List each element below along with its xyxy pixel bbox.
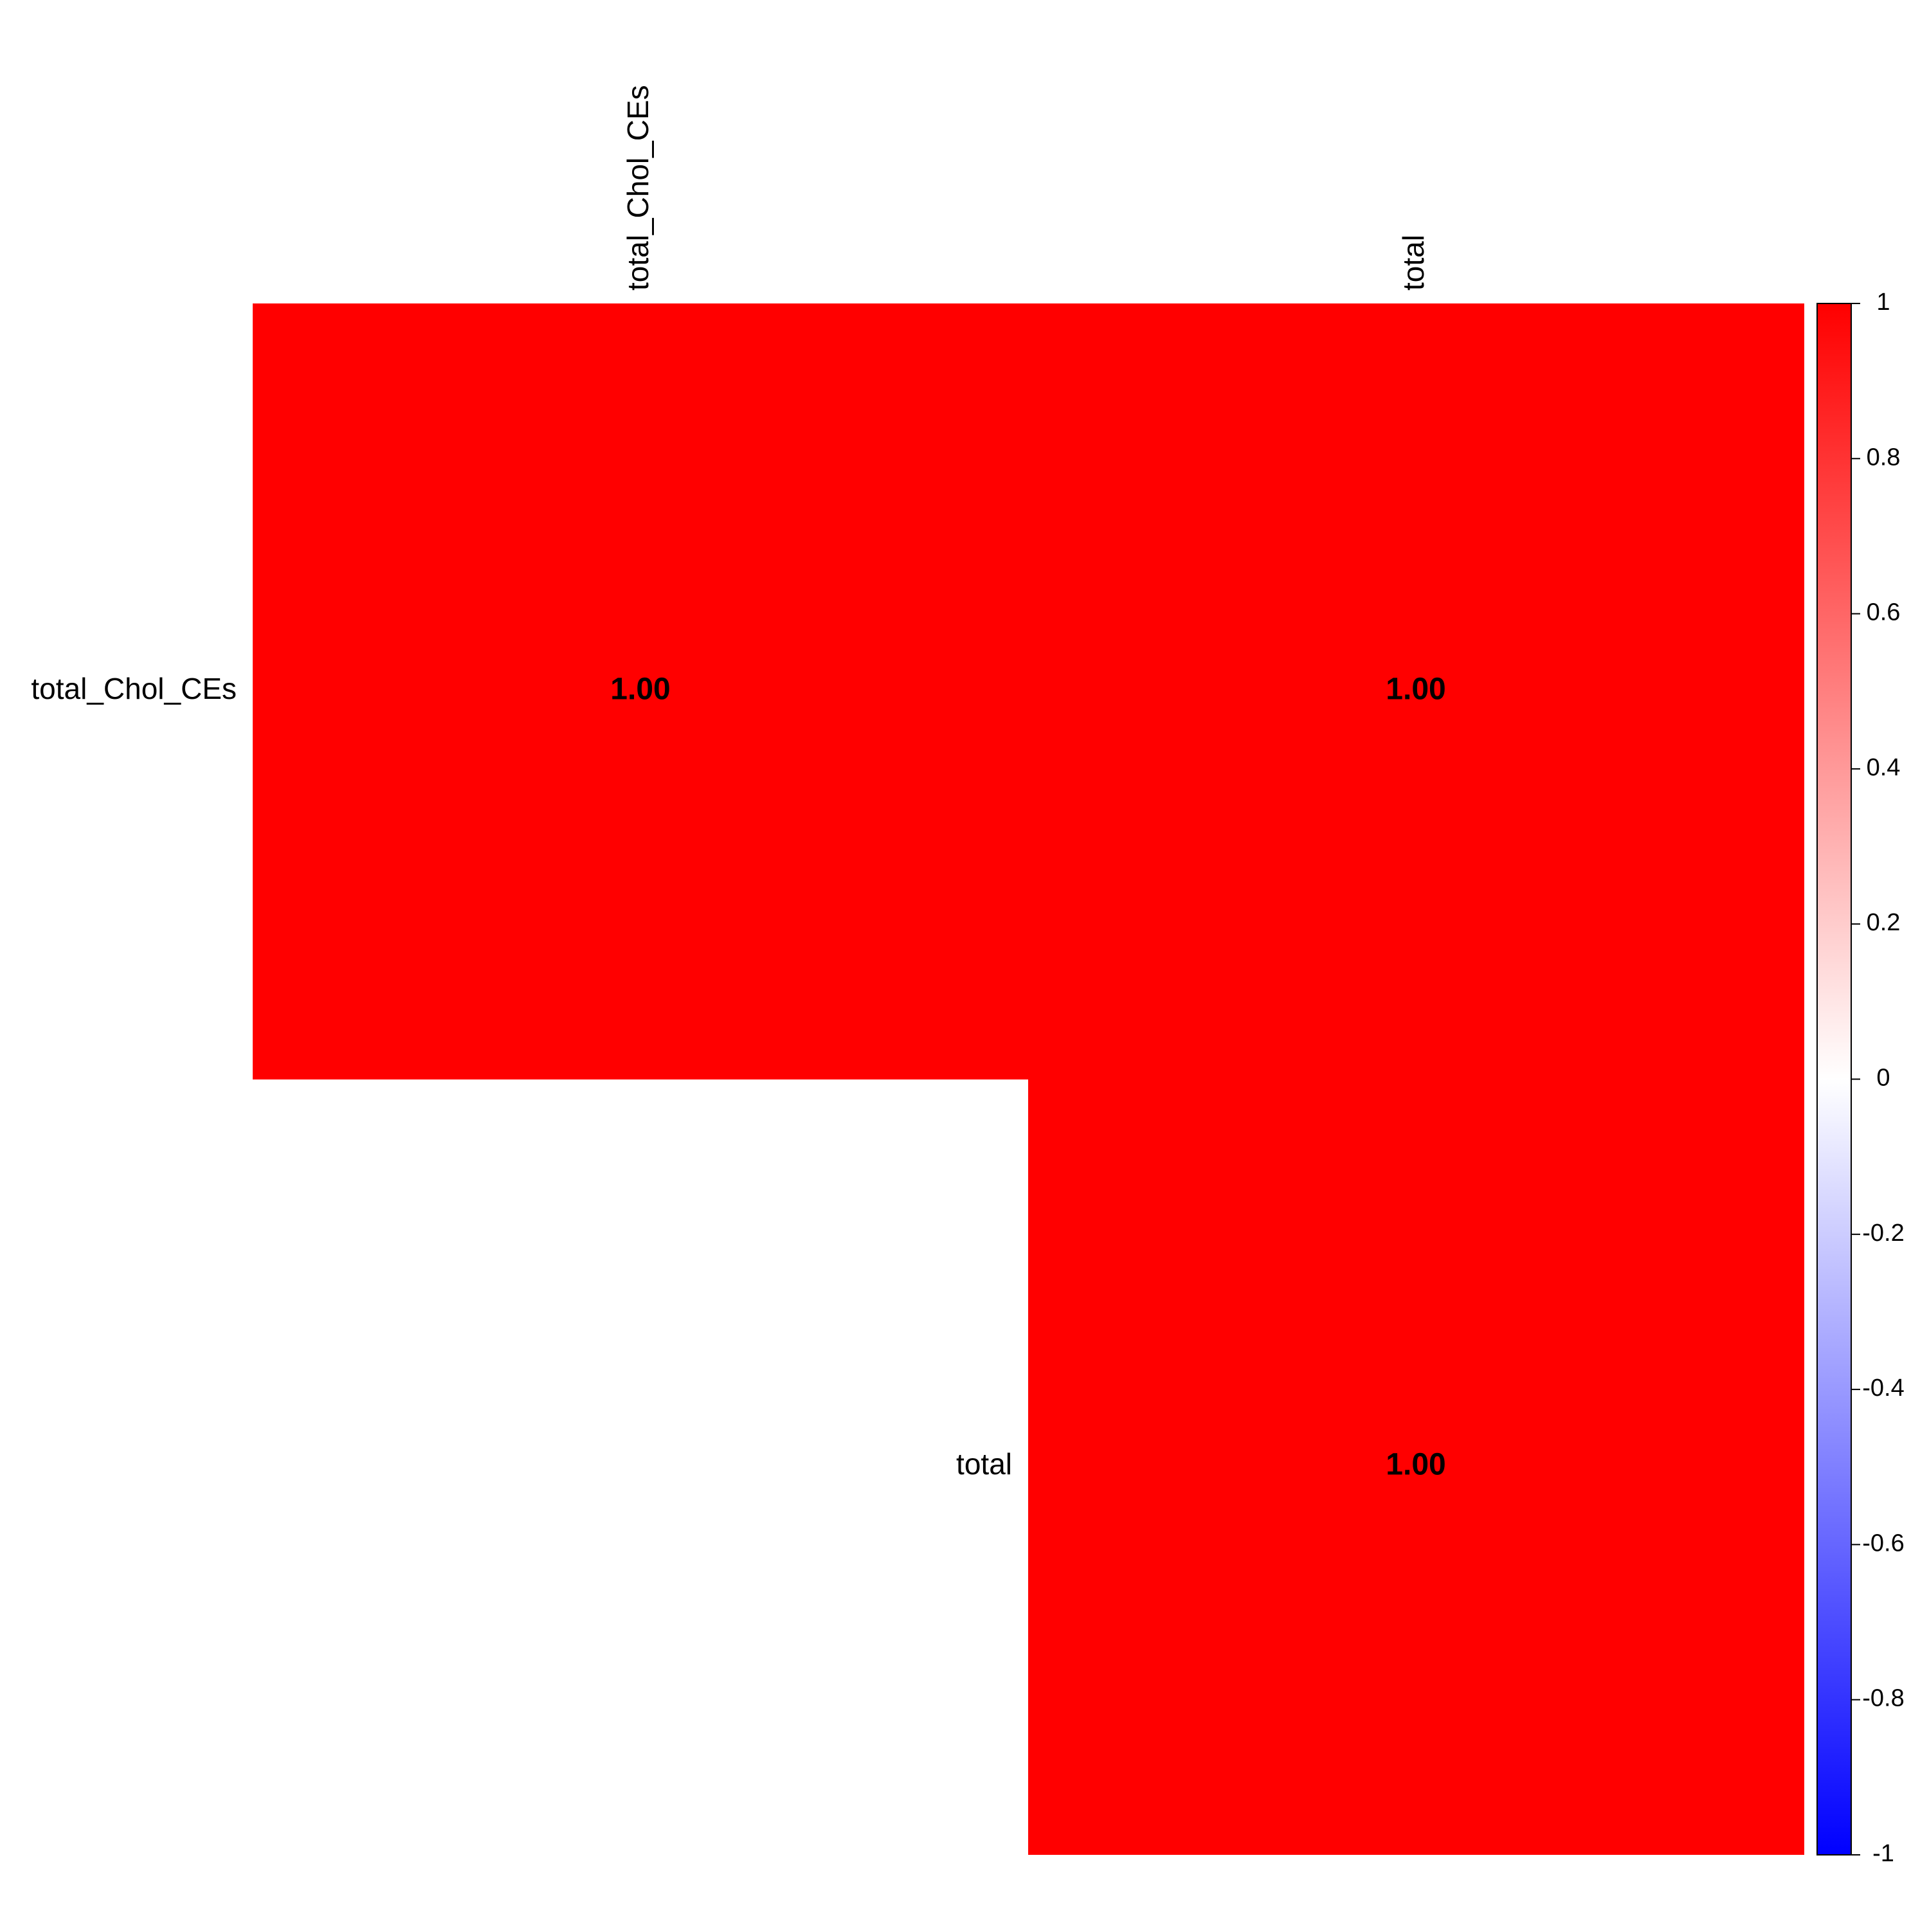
colorbar-tick-label: 0 [1876,1065,1890,1092]
column-label-total: total [1397,235,1430,291]
colorbar-tick-label: 0.4 [1867,754,1901,781]
colorbar-tick-label: 0.8 [1867,444,1901,471]
colorbar-tick-label: -0.2 [1862,1220,1904,1247]
colorbar-tick-label: -1 [1872,1840,1894,1867]
heatmap-cell-total_Chol_CEs-total_Chol_CEs [253,303,1029,1079]
heatmap-cell-total_Chol_CEs-total [1028,303,1804,1079]
row-label-total: total [956,1447,1012,1481]
heatmap-cell-total-total [1028,1079,1804,1855]
column-label-total_Chol_CEs: total_Chol_CEs [621,85,655,291]
colorbar-tick-label: -0.4 [1862,1375,1904,1402]
row-label-total_Chol_CEs: total_Chol_CEs [31,672,237,705]
colorbar-tick-label: -0.8 [1862,1685,1904,1712]
colorbar-tick-label: 1 [1876,289,1890,316]
cell-value-label: 1.00 [1386,1448,1445,1482]
colorbar: 1 0.8 0.6 0.4 0.2 0 -0.2 -0.4 -0.6 -0.8 -1 [1816,289,1905,1867]
colorbar-tick-label: -0.6 [1862,1530,1904,1557]
colorbar-gradient [1816,303,1852,1855]
cells-layer: 1.00 1.00 1.00 [253,303,1804,1855]
cell-value-label: 1.00 [1386,673,1445,707]
cell-value-label: 1.00 [610,673,670,707]
colorbar-tick-label: 0.2 [1867,909,1901,936]
colorbar-tick-label: 0.6 [1867,599,1901,626]
